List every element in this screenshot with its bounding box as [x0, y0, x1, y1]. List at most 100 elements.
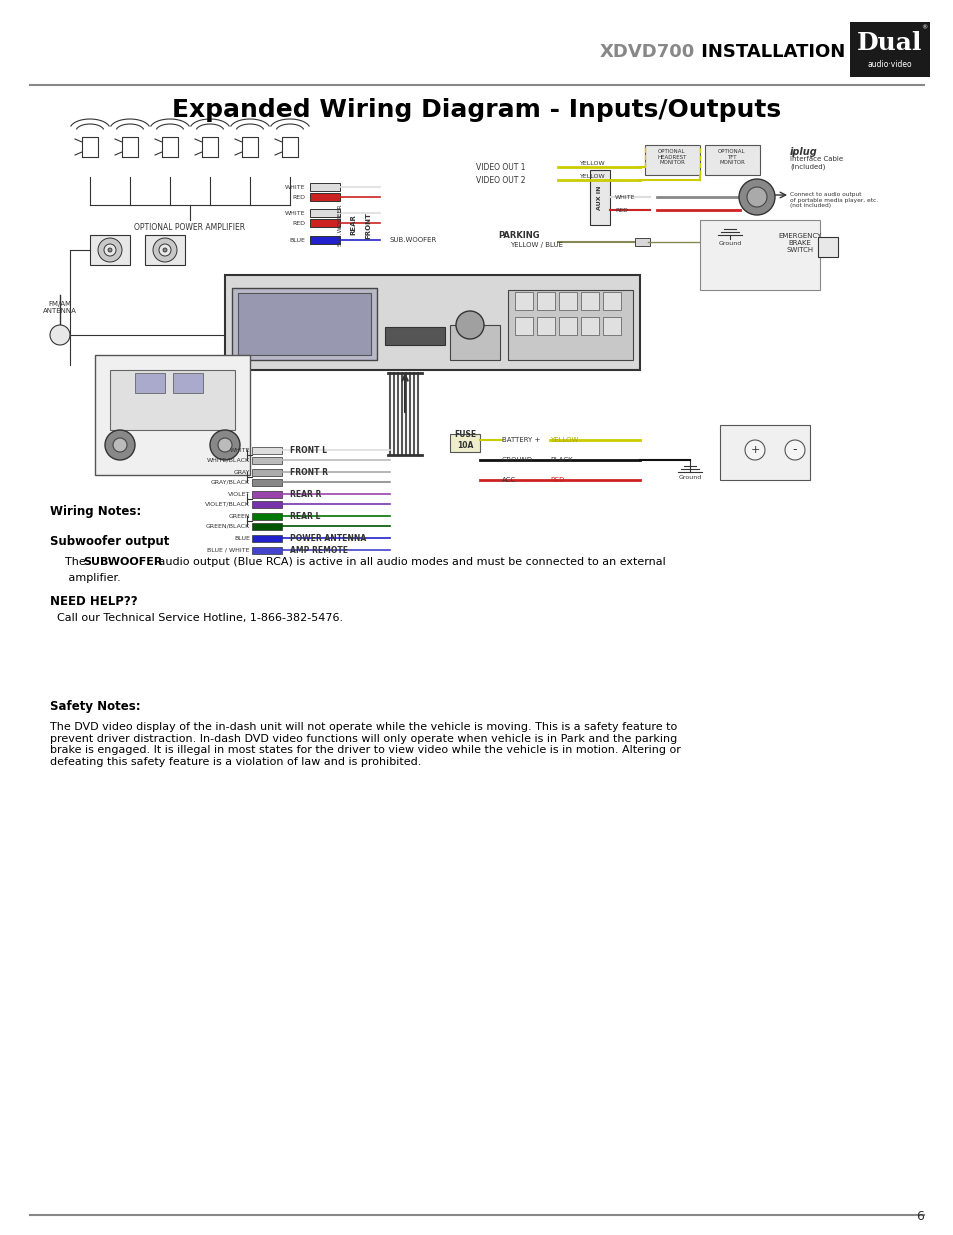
Text: YELLOW: YELLOW	[579, 161, 605, 165]
Text: WHITE: WHITE	[284, 210, 305, 215]
Bar	[252, 513, 282, 520]
Bar	[635, 238, 649, 246]
Bar	[450, 325, 499, 359]
Bar	[537, 291, 555, 310]
Bar	[644, 144, 700, 175]
Text: BLUE: BLUE	[233, 536, 250, 541]
Text: SUB.WOOFER: SUB.WOOFER	[390, 237, 436, 243]
Text: ACC: ACC	[501, 477, 516, 483]
Text: AUX IN: AUX IN	[597, 185, 602, 210]
Bar	[225, 275, 639, 370]
Bar	[558, 317, 577, 335]
Circle shape	[218, 438, 232, 452]
Bar	[252, 535, 282, 542]
Text: The DVD video display of the in-dash unit will not operate while the vehicle is : The DVD video display of the in-dash uni…	[50, 722, 680, 767]
Bar	[310, 193, 339, 201]
Text: +: +	[749, 445, 759, 454]
Circle shape	[112, 438, 127, 452]
Bar	[172, 373, 203, 393]
Text: GREEN/BLACK: GREEN/BLACK	[206, 524, 250, 529]
Text: Subwoofer output: Subwoofer output	[50, 535, 170, 548]
Text: GRAY: GRAY	[233, 469, 250, 474]
Bar	[252, 447, 282, 454]
Text: VIDEO OUT 1: VIDEO OUT 1	[476, 163, 525, 172]
Text: BLACK: BLACK	[550, 457, 572, 463]
Bar	[252, 522, 282, 530]
Bar	[310, 219, 339, 227]
Circle shape	[210, 430, 240, 459]
Bar	[450, 433, 479, 452]
Text: audio output (Blue RCA) is active in all audio modes and must be connected to an: audio output (Blue RCA) is active in all…	[154, 557, 665, 567]
Text: FUSE
10A: FUSE 10A	[454, 430, 476, 450]
FancyBboxPatch shape	[120, 359, 220, 405]
Bar	[252, 547, 282, 555]
Text: GRAY/BLACK: GRAY/BLACK	[211, 479, 250, 484]
Bar	[580, 317, 598, 335]
Circle shape	[108, 248, 112, 252]
Bar	[704, 144, 760, 175]
Text: Call our Technical Service Hotline, 1-866-382-5476.: Call our Technical Service Hotline, 1-86…	[50, 613, 343, 622]
Circle shape	[744, 440, 764, 459]
Text: OPTIONAL
TFT
MONITOR: OPTIONAL TFT MONITOR	[718, 148, 745, 165]
Bar	[95, 354, 250, 475]
Text: OPTIONAL
HEADREST
MONITOR: OPTIONAL HEADREST MONITOR	[657, 148, 686, 165]
Circle shape	[456, 311, 483, 338]
Text: -: -	[792, 443, 797, 457]
Text: WHITE: WHITE	[615, 194, 635, 200]
Text: audio·video: audio·video	[867, 61, 911, 69]
Text: Interface Cable
(Included): Interface Cable (Included)	[789, 157, 842, 169]
Bar	[310, 209, 339, 217]
Text: FRONT: FRONT	[365, 211, 371, 238]
Circle shape	[50, 325, 70, 345]
Text: ®: ®	[920, 25, 926, 30]
Text: RED: RED	[615, 207, 627, 212]
Circle shape	[159, 245, 171, 256]
Text: VIOLET/BLACK: VIOLET/BLACK	[205, 501, 250, 506]
Text: iplug: iplug	[789, 147, 817, 157]
Bar	[507, 290, 633, 359]
Bar	[602, 291, 620, 310]
Text: BATTERY +: BATTERY +	[501, 437, 539, 443]
Bar	[252, 501, 282, 508]
Text: RED: RED	[550, 477, 564, 483]
Text: NEED HELP??: NEED HELP??	[50, 595, 137, 608]
Bar	[589, 170, 609, 225]
Text: 6: 6	[915, 1210, 923, 1223]
Text: Ground: Ground	[678, 474, 700, 479]
Bar	[310, 183, 339, 191]
Bar	[252, 469, 282, 475]
Circle shape	[98, 238, 122, 262]
Circle shape	[104, 245, 116, 256]
Circle shape	[784, 440, 804, 459]
Text: Wiring Notes:: Wiring Notes:	[50, 505, 141, 517]
Circle shape	[105, 430, 135, 459]
Bar	[385, 327, 444, 345]
Text: OPTIONAL POWER AMPLIFIER: OPTIONAL POWER AMPLIFIER	[134, 222, 245, 231]
Text: XDVD700: XDVD700	[599, 43, 695, 61]
Text: INSTALLATION: INSTALLATION	[695, 43, 844, 61]
Text: POWER ANTENNA: POWER ANTENNA	[290, 534, 366, 542]
Bar	[817, 237, 837, 257]
Bar	[232, 288, 376, 359]
Text: GROUND: GROUND	[501, 457, 533, 463]
Circle shape	[739, 179, 774, 215]
Text: Safety Notes:: Safety Notes:	[50, 700, 140, 713]
Text: WHITE: WHITE	[230, 447, 250, 452]
Text: RED: RED	[292, 194, 305, 200]
Text: AMP REMOTE: AMP REMOTE	[290, 546, 348, 555]
Bar	[110, 370, 234, 430]
Text: VIOLET: VIOLET	[228, 492, 250, 496]
Bar	[537, 317, 555, 335]
Text: Expanded Wiring Diagram - Inputs/Outputs: Expanded Wiring Diagram - Inputs/Outputs	[172, 98, 781, 122]
Bar	[700, 220, 820, 290]
Text: RED: RED	[292, 221, 305, 226]
Text: WHITE/BLACK: WHITE/BLACK	[207, 457, 250, 462]
Text: REAR R: REAR R	[290, 489, 321, 499]
Text: BLUE / WHITE: BLUE / WHITE	[208, 547, 250, 552]
Bar	[558, 291, 577, 310]
Bar	[252, 457, 282, 464]
Text: Ground: Ground	[718, 241, 740, 246]
Bar	[515, 317, 533, 335]
Bar	[252, 492, 282, 498]
Circle shape	[163, 248, 167, 252]
